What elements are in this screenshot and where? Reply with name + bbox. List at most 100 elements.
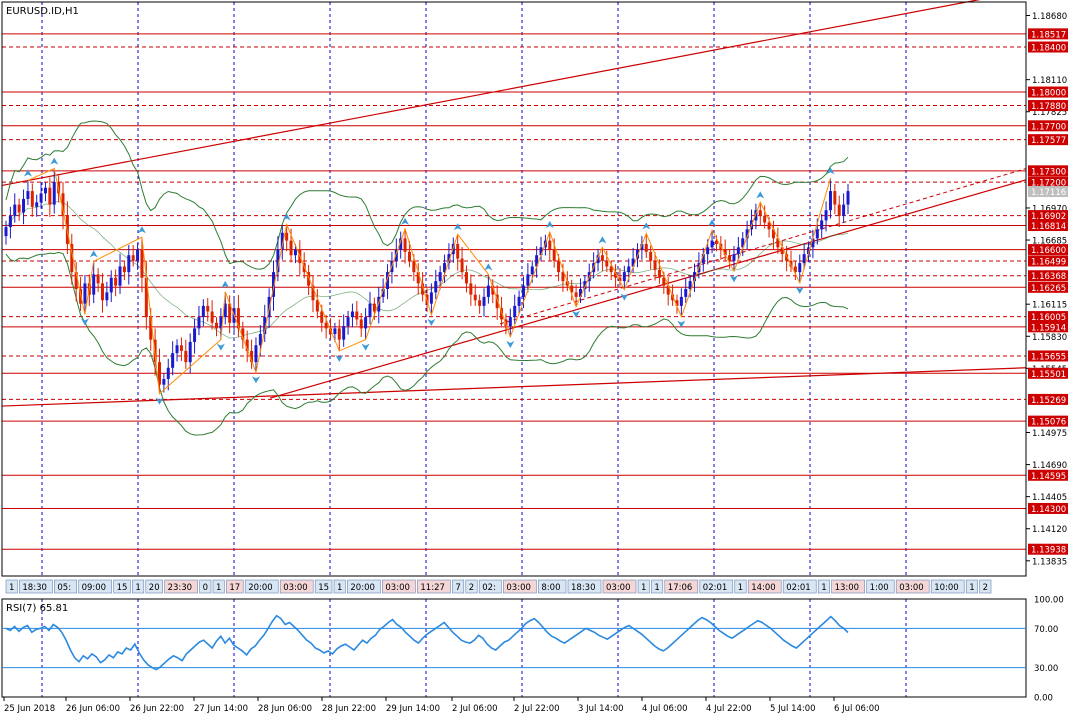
candle-body	[236, 308, 240, 329]
session-tag	[699, 579, 734, 594]
candle-body	[570, 285, 574, 293]
price-level-label: 1.16814	[1031, 222, 1066, 232]
candle-body	[39, 193, 43, 203]
fractal-up-arrow-icon	[137, 226, 146, 234]
rising-trendline-dashed	[499, 168, 1027, 325]
candle-body	[179, 345, 183, 351]
price-axis: 1.18680 1.18110 1.17825 1.16970 1.16685 1.161…	[1, 1, 1068, 577]
price-tick-label: 1.16685	[1032, 237, 1067, 247]
fractal-up-arrow-icon	[23, 169, 32, 177]
session-tag-label: 03:00	[606, 583, 631, 593]
candle-body	[74, 272, 78, 289]
price-tick-label: 1.18680	[1032, 12, 1067, 22]
candle-body	[201, 305, 205, 318]
candle-body	[789, 260, 793, 267]
candle-body	[714, 240, 718, 244]
candle-body	[109, 277, 113, 293]
candle-body	[460, 258, 464, 273]
candle-body	[657, 269, 661, 278]
candle-body	[535, 255, 539, 267]
candle-body	[828, 191, 832, 211]
candle-body	[250, 350, 254, 363]
session-tag-label: 1	[337, 583, 342, 593]
candle-body	[561, 272, 565, 282]
candle-body	[609, 266, 613, 273]
session-tag-label: 8:00	[541, 583, 560, 593]
candle-body	[701, 254, 705, 264]
fractal-down-arrow-icon	[506, 340, 515, 348]
candle-body	[184, 350, 188, 363]
candle-body	[675, 300, 679, 306]
candle-body	[96, 274, 100, 284]
candle-body	[486, 285, 490, 297]
session-tag-label: 17:06	[668, 583, 693, 593]
session-tag	[866, 579, 895, 594]
candle-body	[824, 210, 828, 221]
candle-body	[495, 294, 499, 309]
candle-body	[350, 311, 354, 318]
price-level-label: 1.18517	[1031, 30, 1066, 40]
candle-body	[745, 229, 749, 239]
candle-body	[811, 238, 815, 248]
candle-body	[605, 260, 609, 267]
candle-body	[228, 303, 232, 323]
candle-body	[491, 285, 495, 295]
candle-body	[346, 317, 350, 327]
candle-body	[649, 251, 653, 261]
session-tag-label: 14:00	[751, 583, 776, 593]
candle-body	[513, 305, 517, 318]
price-level-badge	[1028, 311, 1068, 323]
price-level-badge	[1028, 86, 1068, 98]
session-tag	[314, 579, 333, 594]
candle-body	[114, 277, 118, 286]
session-tag-label: 20:00	[248, 583, 273, 593]
session-tag-label: 1	[969, 583, 974, 593]
fractal-down-arrow-icon	[427, 318, 436, 326]
session-tag	[782, 579, 817, 594]
price-tick-label: 1.14120	[1032, 525, 1067, 535]
candle-body	[429, 292, 433, 304]
session-tag-label: 1:00	[870, 583, 889, 593]
session-tag-label: 1	[654, 583, 659, 593]
candle-body	[342, 326, 346, 340]
rsi-label: RSI(7) 65.81	[6, 603, 68, 614]
session-tag-label: 15	[117, 583, 128, 593]
fractal-up-arrow-icon	[50, 157, 59, 165]
price-tick-label: 1.15830	[1032, 333, 1067, 343]
session-tag	[465, 579, 478, 594]
candle-body	[622, 272, 626, 282]
candle-body	[653, 260, 657, 270]
candle-body	[245, 339, 249, 351]
candle-body	[149, 317, 153, 340]
candle-body	[728, 255, 732, 261]
candle-body	[372, 303, 376, 312]
session-tag	[164, 579, 198, 594]
candle-body	[473, 294, 477, 301]
candle-body	[131, 255, 135, 261]
candle-body	[171, 353, 175, 368]
price-level-badge	[1028, 367, 1068, 379]
candle-body	[386, 272, 390, 289]
candle-body	[13, 204, 17, 216]
candle-body	[557, 260, 561, 273]
candle-body	[732, 254, 736, 261]
candle-body	[443, 263, 447, 273]
time-tick-label: 2 Jul 22:00	[514, 704, 560, 714]
price-level-badge	[1028, 165, 1068, 177]
candle-body	[412, 260, 416, 273]
price-level-badge	[1028, 393, 1068, 405]
price-level-badge	[1028, 270, 1068, 282]
fractal-down-arrow-icon	[335, 354, 344, 362]
fractal-up-arrow-icon	[642, 222, 651, 230]
candle-body	[166, 367, 170, 380]
price-level-label: 1.16005	[1031, 313, 1066, 323]
candle-body	[500, 308, 504, 320]
candle-body	[723, 249, 727, 256]
candle-body	[381, 289, 385, 297]
time-tick-label: 29 Jun 14:00	[386, 704, 440, 714]
candle-body	[333, 328, 337, 335]
candle-body	[311, 285, 315, 301]
candle-body	[776, 238, 780, 248]
